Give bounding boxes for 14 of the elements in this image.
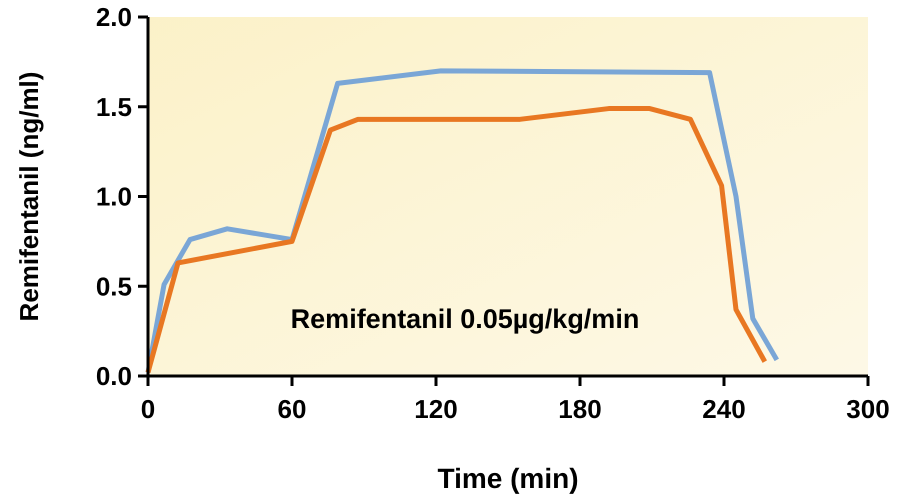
x-tick-label: 300 [846, 394, 890, 424]
y-axis-title: Remifentanil (ng/ml) [14, 72, 44, 322]
y-tick-label: 2.0 [96, 2, 132, 32]
x-axis-title: Time (min) [437, 463, 579, 494]
y-tick-label: 0.5 [96, 271, 132, 302]
y-tick-label: 1.5 [96, 92, 132, 122]
annotation: Remifentanil 0.05µg/kg/min [290, 304, 640, 334]
x-tick-label: 180 [558, 394, 602, 424]
x-tick-label: 60 [278, 394, 306, 424]
x-tick-label: 0 [140, 394, 156, 424]
y-tick-label: 1.0 [96, 182, 132, 212]
x-tick-label: 120 [414, 394, 458, 424]
x-tick-label: 240 [702, 394, 746, 424]
y-tick-label: 0.0 [96, 361, 132, 391]
